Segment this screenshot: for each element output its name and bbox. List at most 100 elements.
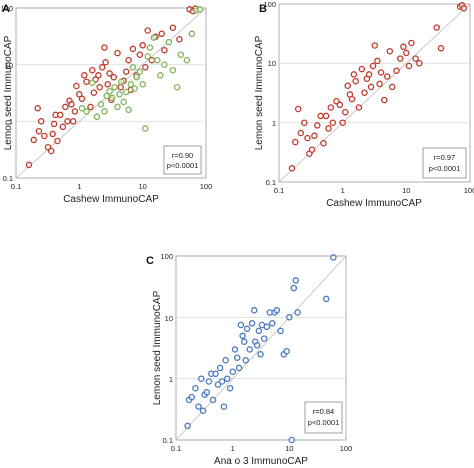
panel-a-data-point xyxy=(108,94,116,102)
panel-b-data-point xyxy=(348,95,356,103)
panel-a-data-point xyxy=(34,105,41,112)
panel-b-data-point xyxy=(301,119,308,126)
panel-a-x-tick-0: 0.1 xyxy=(11,182,21,191)
panel-a-data-point xyxy=(64,118,71,125)
panel-b-data-point xyxy=(383,73,391,80)
panel-b-data-point xyxy=(322,112,330,120)
panel-a: A 0.1 1 10 100 0.1 1 10 100 Cashew Immun… xyxy=(0,3,212,205)
panel-a-data-point xyxy=(139,81,146,88)
panel-a-y-tick-2: 10 xyxy=(5,61,13,70)
panel-b-data-point xyxy=(361,89,368,96)
panel-b-data-point xyxy=(412,55,419,62)
panel-c-data-point xyxy=(253,342,261,349)
panel-c-data-point xyxy=(263,323,271,331)
panel-a-data-point xyxy=(49,130,56,138)
panel-b-data-point xyxy=(317,112,324,120)
panel-a-data-point xyxy=(110,73,118,81)
panel-c-data-point xyxy=(195,403,202,410)
panel-b-x-tick-0: 0.1 xyxy=(274,186,284,195)
panel-c-data-point xyxy=(231,346,239,353)
panel-b-data-point xyxy=(437,44,445,52)
panel-c-x-axis-label: Ana o 3 ImmunoCAP xyxy=(214,456,308,467)
panel-a-data-point xyxy=(129,45,137,53)
panel-c-stats-box xyxy=(304,401,343,434)
panel-a-data-point xyxy=(111,83,118,91)
panel-a-data-point xyxy=(101,44,108,51)
panel-c-data-point xyxy=(240,338,248,345)
panel-c-data-point xyxy=(229,368,236,375)
panel-b-data-point xyxy=(369,62,377,70)
panel-c-data-point xyxy=(199,407,207,414)
panel-b-x-tick-2: 10 xyxy=(402,186,410,195)
panel-a-data-point xyxy=(136,68,144,75)
panel-b-p-value: p<0.0001 xyxy=(429,164,461,173)
panel-b-y-tick-1: 1 xyxy=(272,119,276,128)
panel-b-data-point xyxy=(297,129,305,137)
panel-a-data-point xyxy=(136,51,144,58)
panel-a-x-tick-1: 1 xyxy=(77,182,81,191)
panel-a-data-point xyxy=(125,56,132,64)
panel-b-data-point xyxy=(396,55,404,62)
panel-c-data-point xyxy=(269,320,276,327)
panel-c-data-point xyxy=(233,354,241,361)
panel-c-data-point xyxy=(188,393,196,401)
panel-c-data-point xyxy=(290,284,298,292)
panel-c-data-point xyxy=(292,277,300,284)
panel-a-data-point xyxy=(173,83,181,91)
panel-c-x-tick-3: 100 xyxy=(340,444,353,453)
panel-a-data-point xyxy=(83,78,90,85)
panel-c-data-point xyxy=(250,307,258,314)
panel-a-data-point xyxy=(146,44,154,51)
panel-a-data-point xyxy=(161,61,168,68)
panel-a-data-point xyxy=(25,161,33,169)
panel-a-p-value: p<0.0001 xyxy=(167,161,199,170)
panel-a-y-tick-0: 0.1 xyxy=(3,174,13,183)
panel-a-data-point xyxy=(93,113,101,121)
panel-a-data-point xyxy=(116,91,123,98)
panel-c-y-tick-0: 0.1 xyxy=(163,436,173,445)
panel-a-y-tick-1: 1 xyxy=(9,117,13,126)
panel-a-data-point xyxy=(57,111,64,119)
panel-c-y-tick-2: 10 xyxy=(165,314,173,323)
panel-a-data-point xyxy=(169,66,177,74)
panel-a-data-point xyxy=(165,38,173,46)
panel-c-data-point xyxy=(223,375,231,382)
panel-c-y-tick-1: 1 xyxy=(169,375,173,384)
panel-a-data-point xyxy=(188,30,196,38)
panel-b-data-point xyxy=(393,67,400,74)
panel-c-frame xyxy=(175,255,347,441)
panel-a-data-point xyxy=(41,132,48,140)
panel-c-data-point xyxy=(218,378,226,385)
panel-c-data-point xyxy=(283,347,290,355)
panel-c-data-point xyxy=(286,314,293,321)
panel-a-data-point xyxy=(50,120,58,128)
panel-b-data-point xyxy=(365,71,373,78)
panel-b-data-point xyxy=(327,104,335,111)
panel-b-data-point xyxy=(308,146,316,153)
panel-b-data-point xyxy=(350,71,358,78)
panel-c-data-point xyxy=(330,254,337,261)
panel-b-data-point xyxy=(405,62,413,70)
panel-b-y-tick-0: 0.1 xyxy=(266,178,276,187)
panel-a-data-point xyxy=(102,59,109,66)
panel-a-data-point xyxy=(47,147,55,155)
panel-c-x-tick-2: 10 xyxy=(285,444,293,453)
panel-b-data-point xyxy=(358,65,366,73)
panel-a-data-point xyxy=(122,88,130,96)
panel-a-data-point xyxy=(78,95,86,103)
panel-a-data-point xyxy=(96,83,103,91)
panel-a-data-point xyxy=(139,42,146,49)
panel-c-data-point xyxy=(203,389,211,396)
panel-a-data-point xyxy=(35,127,43,135)
panel-b-data-point xyxy=(352,77,359,85)
panel-a-data-point xyxy=(87,103,94,111)
panel-b-data-point xyxy=(374,57,381,65)
panel-c-data-point xyxy=(222,356,229,364)
panel-c-points xyxy=(184,254,337,444)
panel-b-data-point xyxy=(408,39,415,47)
panel-a-points xyxy=(25,5,204,169)
panel-a-data-point xyxy=(89,66,96,74)
panel-a-data-point xyxy=(71,108,79,115)
panel-c-data-point xyxy=(212,370,219,378)
